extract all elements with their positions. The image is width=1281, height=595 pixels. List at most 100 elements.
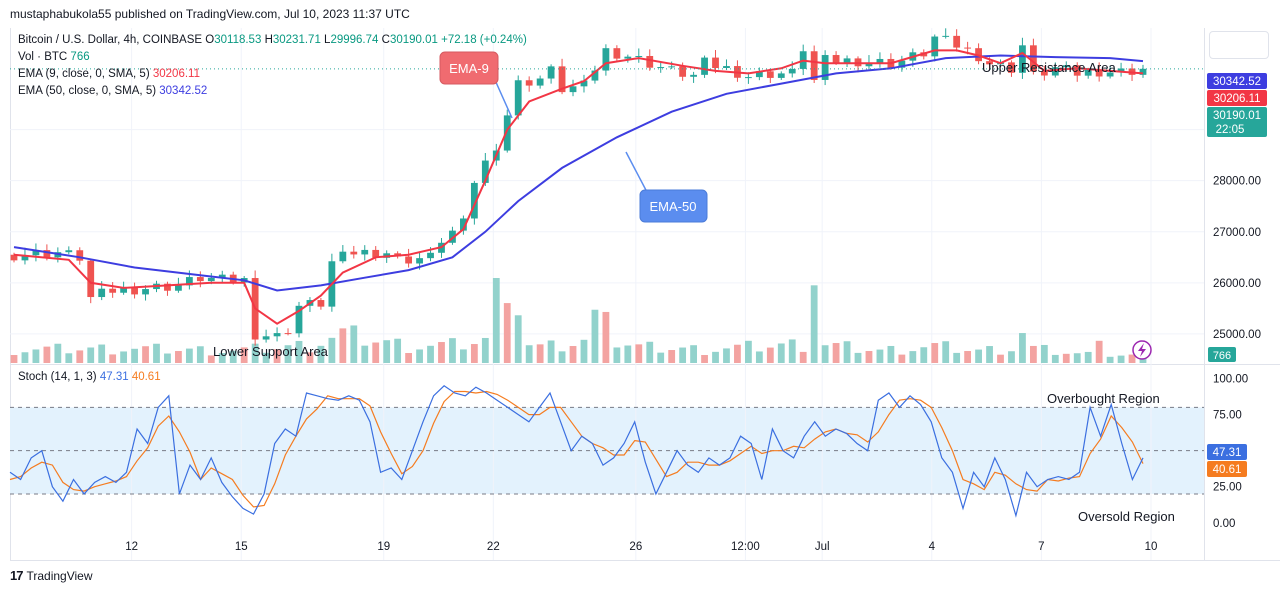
volume-bar [218, 353, 226, 363]
volume-bar [569, 346, 577, 363]
volume-bar [1062, 353, 1070, 363]
volume-legend[interactable]: Vol · BTC 766 [18, 51, 90, 63]
time-tick-label: 7 [1038, 541, 1044, 553]
upper-resistance-label: Upper Resistance Area [982, 60, 1116, 75]
time-axis[interactable]: 12 15 19 22 26 12:00 Jul 4 7 10 [125, 541, 1157, 553]
candle-body [1040, 71, 1048, 76]
volume-bar [854, 352, 862, 363]
volume-tag-text: 766 [1213, 350, 1231, 362]
symbol-name: Bitcoin / U.S. Dollar, 4h, COINBASE [18, 34, 203, 46]
stoch-k-line [9, 385, 1144, 518]
volume-bar [185, 348, 193, 363]
volume-bar [1029, 345, 1037, 363]
ema9-line [13, 49, 1144, 325]
volume-bar [295, 340, 303, 363]
candle-body [777, 73, 785, 78]
volume-bar [613, 347, 621, 363]
volume-bar [251, 343, 259, 363]
ema50-callout-box [639, 189, 708, 223]
price-tick-label: 25000.00 [1213, 329, 1261, 341]
volume-bar [602, 311, 610, 363]
volume-bar [964, 351, 972, 363]
open-value: 30118.53 [214, 34, 262, 46]
volume-bar [766, 347, 774, 363]
volume-bar [723, 348, 730, 363]
volume-bar [646, 341, 654, 363]
volume-bar [153, 343, 160, 363]
candle-body [1117, 68, 1125, 73]
volume-bar [679, 347, 687, 363]
candle-body [460, 218, 467, 231]
candle-body [580, 80, 588, 87]
price-tick-label: 26000.00 [1213, 278, 1261, 290]
volume-value: 766 [70, 51, 90, 63]
time-tick-label: 10 [1145, 541, 1158, 553]
ema9-callout: EMA-9 [439, 51, 513, 119]
volume-bar [745, 340, 752, 363]
candle-body [635, 55, 643, 57]
volume-bar [942, 341, 950, 363]
volume-bar [810, 285, 818, 363]
volume-bar [536, 344, 544, 363]
volume-bar [65, 353, 73, 363]
candle-body [624, 56, 632, 59]
volume-bar [54, 343, 62, 363]
candle-body [898, 60, 906, 68]
lower-support-label: Lower Support Area [213, 344, 329, 359]
candle-body [273, 333, 281, 337]
ema50-legend[interactable]: EMA (50, close, 0, SMA, 5) 30342.52 [18, 85, 207, 97]
publisher-line: mustaphabukola55 published on TradingVie… [10, 7, 410, 21]
volume-bar [76, 350, 84, 363]
volume-bar [109, 354, 117, 363]
candle-body [810, 51, 818, 80]
volume-bar [887, 345, 895, 363]
candle-body [690, 74, 697, 77]
volume-bar [865, 351, 873, 363]
volume-bar [427, 345, 434, 363]
volume-bar [1084, 351, 1092, 363]
time-tick-label: 12:00 [731, 541, 760, 553]
lightning-icon[interactable] [1132, 340, 1152, 360]
candle-body [876, 58, 884, 63]
ema50-price-tag-text: 30342.52 [1213, 76, 1261, 88]
stoch-axis[interactable]: 0.00 25.00 75.00 100.00 [1213, 374, 1248, 530]
volume-bar [668, 350, 676, 363]
candle-body [481, 160, 489, 183]
candle-body [175, 285, 182, 291]
candle-body [788, 68, 796, 74]
candle-body [350, 251, 358, 255]
time-tick-label: 4 [929, 541, 936, 553]
candle-body [262, 336, 270, 340]
ema9-callout-box [439, 51, 499, 85]
candle-body [602, 48, 610, 71]
volume-bar [43, 346, 51, 363]
volume-bar [229, 350, 237, 363]
time-tick-label: 12 [125, 541, 138, 553]
time-tick-label: 22 [487, 541, 500, 553]
volume-bar [799, 351, 807, 363]
candle-body [295, 305, 303, 334]
change-value: +72.18 (+0.24%) [441, 34, 527, 46]
candle-body [1106, 72, 1114, 77]
candle-body [843, 58, 851, 63]
last-price-tag-bg [1207, 107, 1267, 137]
stoch-legend[interactable]: Stoch (14, 1, 3) 47.31 40.61 [18, 371, 161, 383]
candle-body [679, 66, 687, 77]
candle-body [98, 288, 106, 298]
volume-bar [909, 351, 917, 363]
candle-body [986, 61, 993, 65]
candle-body [931, 36, 939, 57]
volume-bar [350, 325, 358, 363]
candle-body [416, 258, 423, 264]
volume-bar [207, 355, 215, 363]
stoch-tick-label: 0.00 [1213, 518, 1235, 530]
ema9-callout-text: EMA-9 [449, 61, 489, 76]
scale-settings-box[interactable] [1209, 31, 1269, 59]
symbol-legend[interactable]: Bitcoin / U.S. Dollar, 4h, COINBASE O301… [18, 34, 527, 46]
footer-brand: TradingView [26, 568, 93, 583]
time-tick-label: 26 [629, 541, 642, 553]
ema50-callout: EMA-50 [625, 151, 708, 223]
ema9-legend[interactable]: EMA (9, close, 0, SMA, 5) 30206.11 [18, 68, 200, 80]
